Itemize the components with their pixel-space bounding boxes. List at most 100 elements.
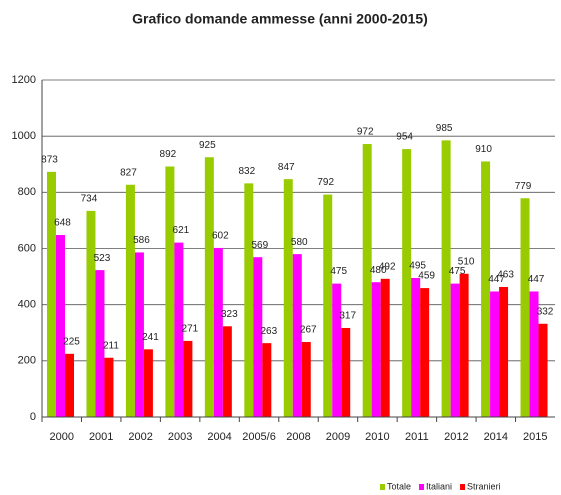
bar bbox=[86, 210, 96, 417]
value-label: 847 bbox=[278, 162, 295, 173]
bar bbox=[481, 161, 491, 417]
x-tick-label: 2001 bbox=[89, 431, 113, 443]
bar bbox=[450, 283, 460, 417]
value-label: 263 bbox=[260, 326, 277, 337]
y-tick-label: 200 bbox=[18, 355, 36, 367]
bar bbox=[204, 157, 214, 417]
value-label: 873 bbox=[41, 154, 58, 165]
value-label: 211 bbox=[103, 340, 119, 351]
value-label: 271 bbox=[182, 324, 199, 335]
bar bbox=[529, 291, 539, 417]
value-label: 910 bbox=[475, 144, 492, 155]
value-label: 892 bbox=[160, 149, 177, 160]
bar bbox=[323, 194, 333, 417]
value-label: 323 bbox=[221, 309, 238, 320]
value-label: 475 bbox=[449, 266, 466, 277]
value-label: 317 bbox=[339, 311, 356, 322]
value-label: 925 bbox=[199, 140, 216, 151]
y-tick-label: 600 bbox=[18, 242, 36, 254]
y-tick-label: 1200 bbox=[12, 74, 36, 86]
bar bbox=[371, 282, 381, 417]
bar bbox=[380, 278, 390, 417]
bar bbox=[301, 342, 311, 417]
x-tick-label: 2002 bbox=[128, 431, 152, 443]
value-label: 475 bbox=[330, 266, 347, 277]
value-label: 510 bbox=[458, 256, 475, 267]
value-label: 602 bbox=[212, 231, 229, 242]
bar bbox=[143, 349, 153, 417]
x-tick-label: 2008 bbox=[286, 431, 310, 443]
bar bbox=[253, 257, 263, 417]
value-label: 586 bbox=[133, 235, 150, 246]
bar bbox=[332, 283, 342, 417]
x-tick-label: 2010 bbox=[365, 431, 389, 443]
bar bbox=[459, 273, 469, 417]
x-tick-label: 2015 bbox=[523, 431, 547, 443]
bar bbox=[402, 149, 412, 417]
bar bbox=[292, 254, 302, 417]
y-tick-label: 0 bbox=[30, 411, 36, 423]
bar bbox=[174, 242, 184, 417]
bar bbox=[262, 343, 272, 417]
x-tick-label: 2000 bbox=[49, 431, 73, 443]
value-label: 972 bbox=[357, 127, 374, 138]
value-label: 495 bbox=[409, 261, 426, 272]
value-label: 225 bbox=[63, 336, 80, 347]
legend-label: Totale bbox=[387, 481, 411, 491]
value-label: 580 bbox=[291, 237, 308, 248]
value-label: 827 bbox=[120, 167, 137, 178]
bar bbox=[47, 171, 56, 417]
legend-label: Stranieri bbox=[467, 481, 501, 491]
bar bbox=[283, 179, 293, 417]
y-tick-label: 400 bbox=[18, 299, 36, 311]
bar bbox=[104, 357, 114, 417]
value-label: 792 bbox=[317, 177, 334, 188]
legend-swatch bbox=[460, 484, 466, 490]
bar bbox=[65, 353, 74, 417]
legend-swatch bbox=[419, 484, 425, 490]
bar bbox=[411, 277, 421, 417]
x-tick-label: 2011 bbox=[405, 431, 429, 443]
x-tick-label: 2005/6 bbox=[242, 431, 276, 443]
value-label: 447 bbox=[488, 274, 505, 285]
value-label: 492 bbox=[379, 261, 396, 272]
bar bbox=[362, 144, 372, 417]
value-label: 779 bbox=[515, 181, 532, 192]
value-label: 832 bbox=[238, 166, 255, 177]
x-tick-label: 2014 bbox=[484, 431, 508, 443]
bar bbox=[56, 235, 65, 417]
bar bbox=[538, 323, 548, 417]
bar bbox=[222, 326, 232, 417]
legend-swatch bbox=[380, 484, 385, 490]
bar bbox=[125, 184, 135, 417]
value-label: 954 bbox=[396, 132, 413, 143]
x-tick-label: 2012 bbox=[444, 431, 468, 443]
value-label: 267 bbox=[300, 325, 317, 336]
bar bbox=[490, 291, 500, 417]
value-label: 332 bbox=[537, 306, 554, 317]
bar bbox=[499, 286, 509, 417]
value-label: 985 bbox=[436, 123, 453, 134]
bar bbox=[183, 340, 193, 417]
value-label: 459 bbox=[418, 271, 435, 282]
value-label: 463 bbox=[497, 270, 514, 281]
bar bbox=[95, 270, 105, 417]
value-label: 648 bbox=[54, 218, 71, 229]
value-label: 569 bbox=[251, 240, 268, 251]
value-label: 734 bbox=[81, 194, 98, 205]
legend-label: Italiani bbox=[426, 481, 452, 491]
bar bbox=[134, 252, 144, 417]
value-label: 480 bbox=[370, 265, 387, 276]
bar bbox=[520, 198, 530, 417]
chart-title: Grafico domande ammesse (anni 2000-2015) bbox=[132, 11, 428, 27]
bar bbox=[244, 183, 254, 417]
y-tick-label: 800 bbox=[18, 186, 36, 198]
value-label: 241 bbox=[142, 332, 159, 343]
bar bbox=[420, 288, 430, 417]
bar bbox=[341, 327, 351, 417]
value-label: 447 bbox=[528, 274, 545, 285]
x-tick-label: 2004 bbox=[207, 431, 231, 443]
value-label: 523 bbox=[94, 253, 111, 264]
bar bbox=[213, 247, 223, 417]
